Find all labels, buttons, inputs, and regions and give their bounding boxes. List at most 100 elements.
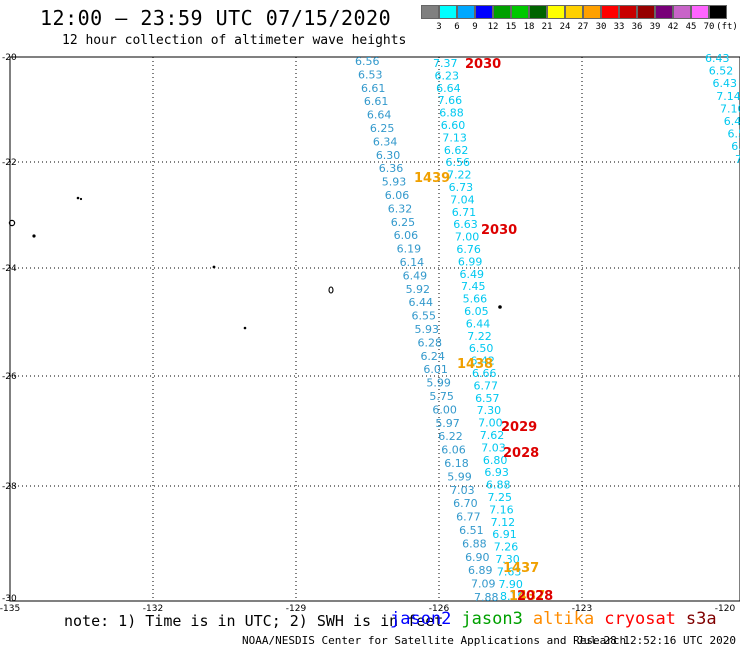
swh-value-track-b: 6.91: [492, 528, 517, 541]
swh-value-track-a: 6.51: [459, 524, 484, 537]
swh-value-track-b: 7.16: [489, 503, 514, 516]
legend-swatch: [547, 5, 565, 19]
lat-tick-label: -22: [2, 158, 17, 168]
swh-value-track-b: 7.63: [497, 565, 522, 578]
footer-note: note: 1) Time is in UTC; 2) SWH is in fe…: [64, 612, 444, 630]
satellite-label: altika: [532, 609, 595, 629]
swh-value-track-b: 6.57: [475, 392, 500, 405]
pass-time-label: 2028: [517, 589, 553, 604]
swh-value-track-b: 6.56: [445, 156, 470, 169]
swh-value-track-a: 7.09: [471, 578, 496, 591]
color-scale-legend: 3 6 9 12 15 18 21 24 27 30 33 36 39 42 45 70 (ft): [421, 5, 738, 32]
legend-swatch: [691, 5, 709, 19]
lat-tick-label: -24: [2, 264, 17, 274]
swh-value-track-a: 7.03: [450, 484, 475, 497]
swh-value-track-a: 6.18: [444, 457, 469, 470]
swh-value-track-b: 6.80: [483, 454, 508, 467]
legend-swatch: [619, 5, 637, 19]
pass-time-label: 1437: [509, 589, 545, 604]
swh-value-track-b: 6.62: [444, 144, 469, 157]
swh-value-track-a: 6.25: [391, 216, 416, 229]
legend-swatch: [709, 5, 727, 19]
swh-value-track-a: 6.25: [370, 122, 395, 135]
swh-value-track-c: 7.10: [720, 102, 740, 115]
legend-tick-label: 27: [577, 22, 589, 32]
page-subtitle: 12 hour collection of altimeter wave hei…: [62, 33, 407, 48]
lat-tick-label: -26: [2, 372, 17, 382]
swh-value-track-a: 6.44: [409, 296, 434, 309]
pass-time-label: 2030: [481, 223, 517, 238]
island: [243, 326, 247, 330]
swh-value-track-b: 7.45: [461, 280, 486, 293]
swh-value-track-b: 6.50: [469, 342, 494, 355]
swh-value-track-b: 6.99: [458, 255, 483, 268]
legend-swatch: [421, 5, 439, 19]
swh-value-track-a: 6.56: [355, 55, 380, 68]
pass-time-label: 1439: [414, 171, 450, 186]
legend-swatch: [673, 5, 691, 19]
swh-value-track-b: 6.49: [459, 268, 484, 281]
legend-swatch: [439, 5, 457, 19]
axis-labels: -135 -132 -129 -126 -123 -120 -20 -22 -24 -26 -28 -…: [0, 53, 735, 614]
lon-tick-label: -126: [429, 604, 450, 614]
swh-value-track-c: 6.5: [728, 128, 740, 141]
lon-tick-label: -135: [0, 604, 20, 614]
island: [32, 234, 36, 238]
swh-value-track-a: 5.97: [435, 417, 460, 430]
satellite-label: jason2: [390, 609, 452, 629]
legend-tick-label: 42: [667, 22, 679, 32]
swh-value-track-b: 6.76: [456, 243, 481, 256]
swh-value-track-a: 6.64: [367, 109, 392, 122]
satellite-label: jason3: [461, 609, 523, 629]
swh-value-track-b: 6.23: [435, 69, 460, 82]
island: [8, 219, 16, 227]
swh-value-track-b: 7.30: [477, 404, 502, 417]
swh-value-track-a: 6.89: [468, 564, 493, 577]
pass-time-label: 2028: [503, 446, 539, 461]
swh-value-track-b: 7.03: [481, 441, 506, 454]
legend-tick-label: 70: [703, 22, 715, 32]
swh-value-track-b: 7.66: [438, 94, 463, 107]
pass-time-label: 2029: [501, 420, 537, 435]
lat-tick-label: -28: [2, 482, 17, 492]
swh-value-track-a: 5.93: [415, 323, 440, 336]
lat-tick-label: -30: [2, 594, 17, 604]
swh-value-track-b: 6.60: [441, 119, 466, 132]
legend-tick-label: 18: [523, 22, 535, 32]
swh-value-track-b: 6.71: [452, 206, 477, 219]
swh-value-track-a: 5.93: [382, 176, 407, 189]
swh-value-track-b: 7.13: [442, 131, 467, 144]
legend-tick-label: 45: [685, 22, 697, 32]
satellite-legend: jason2 jason3 altika cryosat s3a: [390, 609, 727, 629]
swh-value-track-a: 5.92: [406, 283, 431, 296]
swh-value-track-b: 7.62: [480, 429, 505, 442]
swh-value-track-a: 6.88: [462, 537, 487, 550]
swh-value-track-a: 6.61: [361, 82, 386, 95]
swh-value-track-b: 7.25: [488, 491, 513, 504]
legend-swatch: [565, 5, 583, 19]
swh-value-track-c: 6.43: [705, 52, 730, 65]
swh-value-track-a: 6.90: [465, 551, 490, 564]
legend-tick-label: 9: [472, 22, 478, 32]
swh-value-track-a: 6.49: [403, 269, 428, 282]
legend-swatch: [583, 5, 601, 19]
legend-tick-labels: 3 6 9 12 15 18 21 24 27 30 33 36 39 42 45 70 (ft): [421, 22, 740, 34]
legend-tick-label: (ft): [716, 22, 738, 32]
swh-value-track-a: 5.99: [447, 470, 472, 483]
swh-value-track-b: 6.05: [464, 305, 489, 318]
island: [328, 286, 334, 294]
swh-value-track-a: 6.22: [438, 430, 463, 443]
timestamp-text: Jul 28 12:52:16 UTC 2020: [577, 634, 736, 647]
swh-value-track-a: 6.53: [358, 68, 383, 81]
page-title: 12:00 — 23:59 UTC 07/15/2020: [40, 6, 392, 30]
legend-tick-label: 21: [541, 22, 553, 32]
legend-tick-label: 12: [487, 22, 499, 32]
pass-time-label: 2030: [465, 57, 501, 72]
credit-text: NOAA/NESDIS Center for Satellite Applica…: [242, 634, 627, 647]
swh-value-track-a: 6.14: [400, 256, 425, 269]
legend-swatch: [457, 5, 475, 19]
islands: [8, 196, 502, 330]
island: [498, 305, 502, 309]
swh-value-track-a: 5.99: [426, 377, 451, 390]
swh-value-track-b: 6.66: [472, 367, 497, 380]
